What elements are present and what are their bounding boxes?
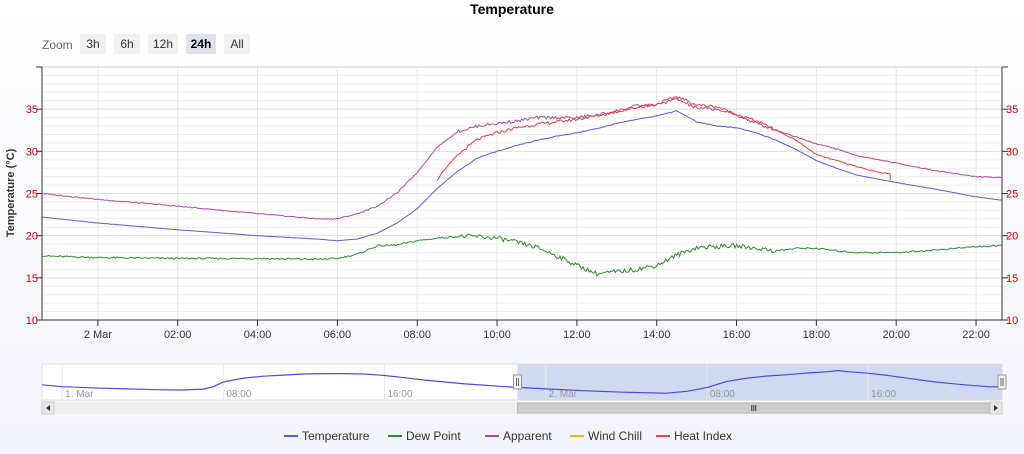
zoom-selector: Zoom 3h 6h 12h 24h All	[42, 34, 250, 54]
navigator-tick-label: 08:00	[226, 389, 251, 400]
legend-label: Wind Chill	[588, 429, 642, 443]
y-tick-label-left: 20	[26, 231, 38, 243]
navigator-left-handle[interactable]	[512, 374, 522, 390]
zoom-button-bg	[224, 34, 250, 54]
series-line-dew-point	[41, 233, 1003, 277]
x-tick-label: 10:00	[483, 329, 511, 341]
grip-icon	[751, 405, 757, 411]
navigator[interactable]: 1. Mar 08:00 16:00 2. Mar 08:00 16:00	[41, 363, 1007, 415]
zoom-button-label: 6h	[120, 37, 133, 51]
legend-label: Temperature	[302, 429, 370, 443]
handle-grip	[997, 374, 1007, 390]
navigator-tick-label: 08:00	[710, 389, 735, 400]
legend-label: Heat Index	[674, 429, 732, 443]
y-tick-label-left: 25	[26, 189, 38, 201]
legend-label: Apparent	[503, 429, 552, 443]
y-tick-label-right: 10	[1006, 315, 1018, 327]
y-tick-label-right: 35	[1006, 104, 1018, 116]
zoom-button-label: 24h	[191, 37, 212, 51]
arrow-left-icon	[46, 405, 50, 411]
navigator-selected-range[interactable]	[517, 364, 1002, 400]
x-tick-label: 02:00	[164, 329, 192, 341]
legend-label: Dew Point	[406, 429, 461, 443]
navigator-tick-label: 16:00	[387, 389, 412, 400]
y-tick-label-left: 30	[26, 146, 38, 158]
zoom-button-bg	[186, 34, 216, 54]
legend: Temperature Dew Point Apparent Wind Chill He…	[284, 429, 732, 443]
y-tick-label-right: 30	[1006, 146, 1018, 158]
zoom-button-bg	[148, 34, 178, 54]
x-tick-label: 06:00	[324, 329, 352, 341]
legend-item-apparent[interactable]: Apparent	[485, 429, 552, 443]
navigator-tick-label: 16:00	[871, 389, 896, 400]
y-tick-label-right: 15	[1006, 273, 1018, 285]
series-line-heat-index	[436, 96, 891, 182]
x-tick-label: 20:00	[882, 329, 910, 341]
navigator-temperature-line	[41, 369, 1003, 394]
x-tick-label: 16:00	[723, 329, 751, 341]
navigator-tick-label: 2. Mar	[549, 389, 578, 400]
zoom-button-all[interactable]: All	[224, 34, 250, 54]
legend-item-dew-point[interactable]: Dew Point	[388, 429, 461, 443]
navigator-tick-label: 1. Mar	[65, 389, 94, 400]
x-tick-label: 22:00	[962, 329, 990, 341]
navigator-right-handle[interactable]	[997, 374, 1007, 390]
x-tick-label: 2 Mar	[84, 329, 112, 341]
y-tick-label-right: 25	[1006, 189, 1018, 201]
zoom-button-24h[interactable]: 24h	[186, 34, 216, 54]
series-line-apparent	[41, 97, 1003, 220]
chart-title: Temperature	[470, 1, 554, 17]
zoom-button-bg	[114, 34, 140, 54]
legend-item-wind-chill[interactable]: Wind Chill	[570, 429, 642, 443]
y-tick-label-right: 20	[1006, 231, 1018, 243]
zoom-button-6h[interactable]: 6h	[114, 34, 140, 54]
y-tick-label-left: 10	[26, 315, 38, 327]
series-line-temperature	[41, 110, 1003, 242]
y-tick-label-left: 15	[26, 273, 38, 285]
zoom-button-label: 3h	[86, 37, 99, 51]
handle-grip	[512, 374, 522, 390]
legend-item-heat-index[interactable]: Heat Index	[656, 429, 732, 443]
zoom-label: Zoom	[42, 38, 73, 52]
x-tick-label: 04:00	[244, 329, 272, 341]
zoom-button-label: 12h	[153, 37, 173, 51]
x-tick-label: 18:00	[803, 329, 831, 341]
x-tick-label: 08:00	[403, 329, 431, 341]
zoom-button-bg	[80, 34, 106, 54]
y-tick-label-left: 35	[26, 104, 38, 116]
x-tick-label: 12:00	[563, 329, 591, 341]
legend-item-temperature[interactable]: Temperature	[284, 429, 370, 443]
x-tick-label: 14:00	[643, 329, 671, 341]
zoom-button-12h[interactable]: 12h	[148, 34, 178, 54]
zoom-button-3h[interactable]: 3h	[80, 34, 106, 54]
zoom-button-label: All	[230, 37, 243, 51]
y-axis-title: Temperature (°C)	[5, 148, 17, 237]
arrow-right-icon	[994, 405, 998, 411]
plot-area: 2 Mar 02:00 04:00 06:00 08:00 10:00 12:00 14:00…	[5, 66, 1018, 341]
